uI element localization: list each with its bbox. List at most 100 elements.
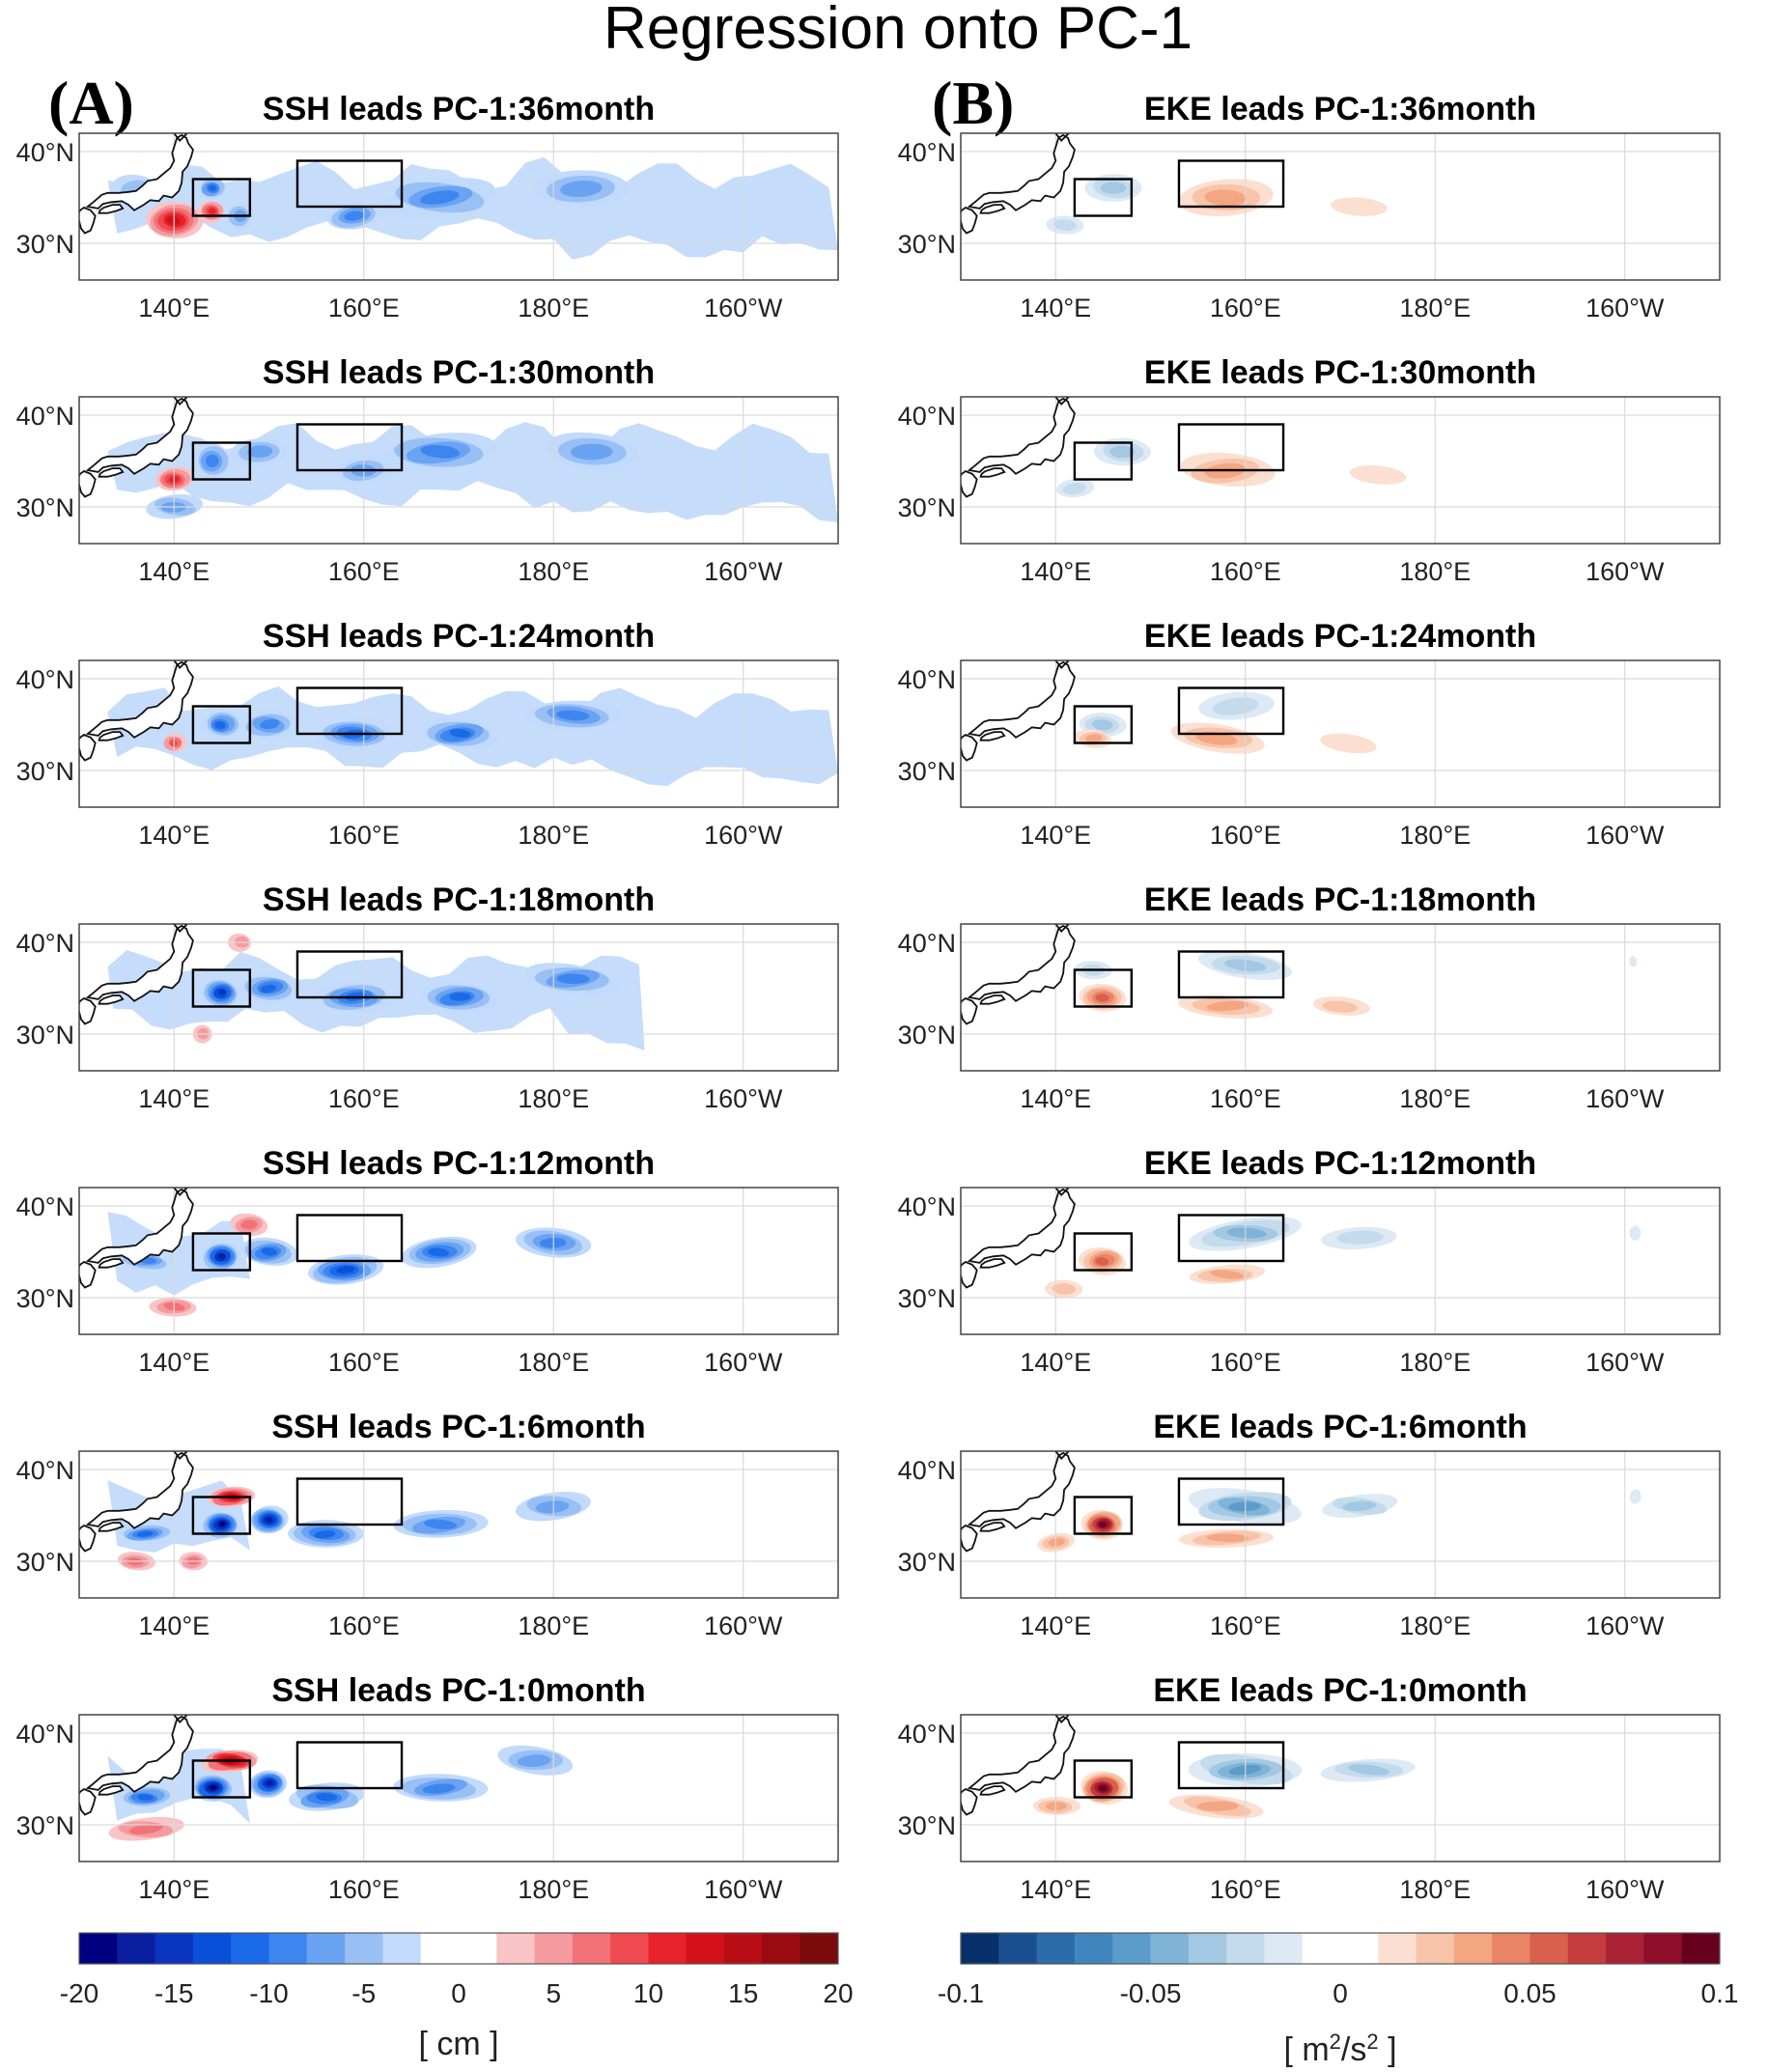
x-tick-label: 180°E bbox=[1399, 1348, 1471, 1377]
negative-anomaly bbox=[1093, 437, 1151, 466]
panel-title: EKE leads PC-1:0month bbox=[1153, 1672, 1527, 1709]
x-tick-label: 140°E bbox=[138, 1084, 210, 1113]
panel-label-b: (B) bbox=[932, 69, 1014, 137]
hokkaido-coastline bbox=[173, 397, 188, 406]
negative-anomaly bbox=[203, 1241, 241, 1272]
x-tick-label: 160°W bbox=[704, 1348, 783, 1377]
colorbar-tick-label: 0.1 bbox=[1701, 1978, 1739, 2008]
y-tick-label: 30°N bbox=[898, 493, 956, 522]
colorbar-swatch bbox=[1378, 1933, 1417, 1964]
colorbar-swatch bbox=[572, 1933, 611, 1964]
positive-anomaly bbox=[1313, 996, 1370, 1016]
japan-coastline bbox=[961, 660, 1076, 762]
figure-title: Regression onto PC-1 bbox=[603, 0, 1193, 62]
x-tick-label: 160°W bbox=[704, 1611, 783, 1640]
negative-anomaly bbox=[382, 433, 496, 472]
panel-title: EKE leads PC-1:30month bbox=[1144, 354, 1536, 391]
y-tick-label: 40°N bbox=[898, 402, 956, 431]
y-tick-label: 40°N bbox=[898, 1720, 956, 1749]
kuroshio-box bbox=[191, 1496, 252, 1535]
ssh-band bbox=[107, 422, 838, 523]
eke-panel-0month: EKE leads PC-1:0month 140°E 160°E 180°E 160°… bbox=[898, 1672, 1721, 1904]
extension-box bbox=[1177, 686, 1285, 736]
x-tick-label: 160°W bbox=[1586, 294, 1665, 322]
x-tick-label: 140°E bbox=[1020, 1875, 1091, 1904]
negative-anomaly bbox=[393, 1774, 489, 1802]
panel-frame bbox=[78, 1450, 839, 1599]
negative-anomaly bbox=[196, 177, 226, 200]
x-tick-label: 160°W bbox=[1586, 1875, 1665, 1904]
panel-frame bbox=[78, 396, 839, 545]
colorbar-swatch bbox=[345, 1933, 383, 1964]
panel-frame bbox=[78, 132, 839, 281]
positive-anomaly bbox=[1168, 1794, 1264, 1819]
extension-box bbox=[1177, 1214, 1285, 1263]
hokkaido-coastline bbox=[173, 1451, 188, 1460]
colorbar-swatch bbox=[382, 1933, 422, 1964]
contour-field bbox=[1056, 437, 1407, 498]
hokkaido-coastline bbox=[173, 1188, 188, 1196]
x-tick-label: 180°E bbox=[518, 1611, 589, 1640]
colorbar-tick-label: 5 bbox=[546, 1978, 561, 2008]
x-tick-label: 160°W bbox=[1586, 1611, 1665, 1640]
y-tick-label: 30°N bbox=[16, 757, 74, 786]
negative-anomaly bbox=[1320, 1758, 1416, 1782]
negative-anomaly bbox=[545, 432, 640, 471]
positive-anomaly bbox=[1178, 1528, 1274, 1548]
ssh-panel-30month: SSH leads PC-1:30month 140°E 160°E 180°E 160… bbox=[16, 354, 839, 586]
negative-anomaly bbox=[1198, 691, 1275, 720]
colorbar-swatch bbox=[1188, 1933, 1227, 1964]
x-tick-label: 140°E bbox=[1020, 1611, 1091, 1640]
extension-box bbox=[295, 950, 404, 999]
x-tick-label: 160°E bbox=[1210, 294, 1281, 322]
colorbar-swatch bbox=[1036, 1933, 1076, 1964]
kuroshio-box bbox=[1073, 178, 1134, 217]
colorbar-swatch bbox=[1643, 1933, 1683, 1964]
x-tick-label: 160°W bbox=[1586, 1348, 1665, 1377]
x-tick-label: 140°E bbox=[138, 557, 210, 586]
negative-anomaly bbox=[289, 1782, 365, 1811]
negative-anomaly bbox=[117, 1524, 175, 1544]
ssh-panel-36month: SSH leads PC-1:36month 140°E 160°E 180°E 160… bbox=[16, 91, 839, 322]
y-tick-label: 40°N bbox=[898, 1192, 956, 1221]
panel-title: SSH leads PC-1:12month bbox=[263, 1145, 655, 1182]
panel-title: SSH leads PC-1:6month bbox=[271, 1409, 645, 1445]
colorbar-swatch bbox=[724, 1933, 763, 1964]
negative-anomaly bbox=[201, 978, 240, 1008]
panel-frame bbox=[960, 659, 1721, 808]
x-tick-label: 160°W bbox=[704, 557, 783, 586]
y-tick-label: 30°N bbox=[898, 757, 956, 786]
y-tick-label: 40°N bbox=[16, 929, 74, 958]
colorbar-swatch bbox=[1492, 1933, 1530, 1964]
colorbar-frame bbox=[78, 1932, 839, 1965]
japan-coastline bbox=[961, 1715, 1076, 1816]
panel-frame bbox=[960, 1187, 1721, 1335]
colorbar-swatch bbox=[420, 1933, 460, 1964]
hokkaido-coastline bbox=[1054, 924, 1070, 933]
y-tick-label: 30°N bbox=[16, 1284, 74, 1313]
colorbar-swatch bbox=[1681, 1933, 1721, 1964]
positive-anomaly bbox=[1045, 1279, 1083, 1299]
y-tick-label: 40°N bbox=[16, 1720, 74, 1749]
y-tick-label: 30°N bbox=[898, 1021, 956, 1050]
x-tick-label: 140°E bbox=[138, 1875, 210, 1904]
extension-box bbox=[1177, 1741, 1285, 1790]
x-tick-label: 140°E bbox=[1020, 557, 1091, 586]
x-tick-label: 160°W bbox=[1586, 1084, 1665, 1113]
x-tick-label: 180°E bbox=[1399, 1084, 1471, 1113]
panel-title: EKE leads PC-1:6month bbox=[1153, 1409, 1527, 1445]
panel-grid: SSH leads PC-1:36month 140°E 160°E 180°E 160… bbox=[16, 91, 1721, 1904]
x-tick-label: 140°E bbox=[1020, 821, 1091, 850]
negative-anomaly bbox=[393, 1509, 489, 1538]
ssh-colorbar: -20 -15 -10 -5 0 5 10 15 20 [ cm ] bbox=[60, 1932, 854, 2062]
panel-title: SSH leads PC-1:30month bbox=[263, 354, 655, 391]
extension-box bbox=[295, 1741, 404, 1790]
colorbar-swatch bbox=[306, 1933, 346, 1964]
x-tick-label: 180°E bbox=[518, 1875, 589, 1904]
contour-field bbox=[107, 422, 838, 523]
hokkaido-coastline bbox=[173, 660, 188, 669]
negative-anomaly bbox=[422, 717, 498, 749]
colorbar-tick-label: -5 bbox=[351, 1978, 376, 2008]
positive-anomaly bbox=[1349, 464, 1407, 485]
contour-field bbox=[1046, 174, 1388, 235]
